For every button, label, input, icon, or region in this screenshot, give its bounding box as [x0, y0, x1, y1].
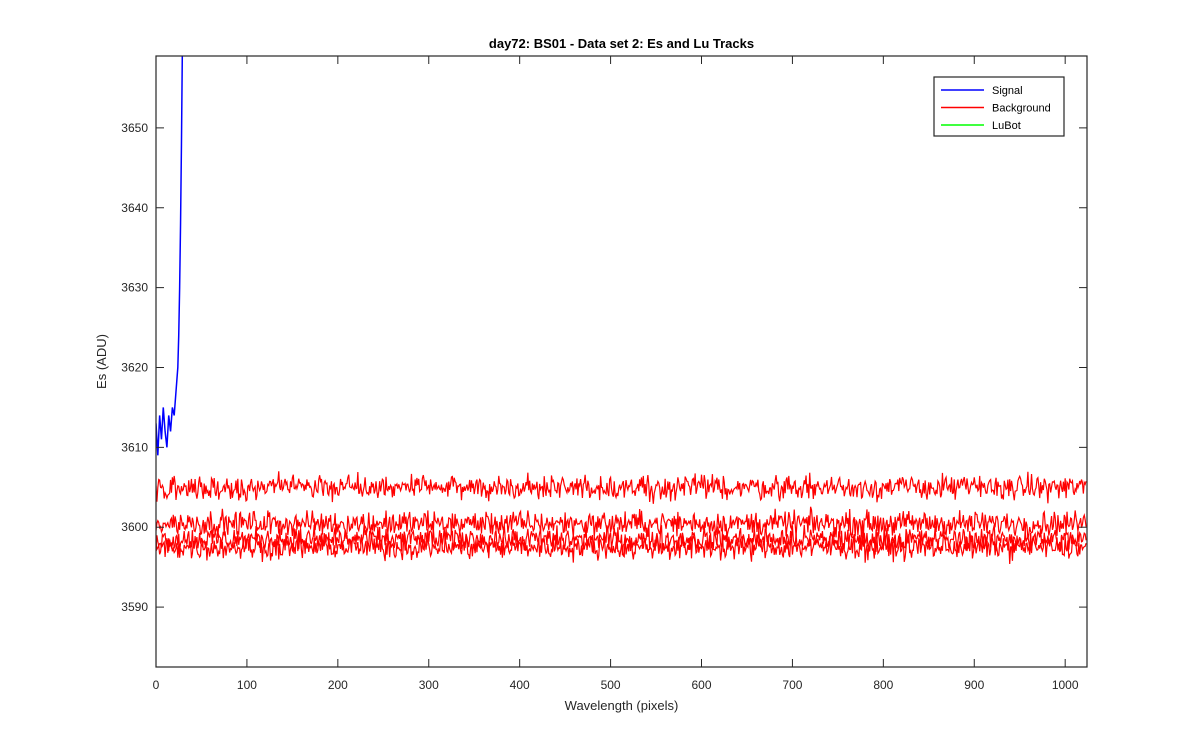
series-line-signal: [156, 56, 184, 456]
y-tick-label: 3590: [121, 600, 148, 614]
y-tick-label: 3610: [121, 440, 148, 454]
plot-area: [156, 56, 1087, 667]
y-tick-label: 3600: [121, 520, 148, 534]
x-tick-label: 800: [873, 678, 893, 692]
x-tick-label: 100: [237, 678, 257, 692]
x-tick-label: 700: [782, 678, 802, 692]
y-axis: 3590 3600 3610 3620 3630 3640 3650: [121, 121, 1087, 614]
x-tick-label: 1000: [1052, 678, 1079, 692]
legend-label-background: Background: [992, 103, 1051, 115]
x-tick-label: 400: [510, 678, 530, 692]
x-tick-label: 600: [691, 678, 711, 692]
series-line-background: [156, 506, 1087, 539]
x-tick-label: 500: [601, 678, 621, 692]
y-tick-label: 3620: [121, 360, 148, 374]
x-tick-label: 900: [964, 678, 984, 692]
chart-title: day72: BS01 - Data set 2: Es and Lu Trac…: [489, 36, 754, 51]
x-tick-label: 0: [153, 678, 160, 692]
series-layer: [156, 56, 1087, 565]
plot-frame: [155, 55, 1088, 668]
series-line-background: [156, 531, 1087, 565]
series-line-background: [156, 471, 1087, 504]
x-tick-label: 300: [419, 678, 439, 692]
legend: Signal Background LuBot: [933, 76, 1065, 137]
y-tick-label: 3640: [121, 201, 148, 215]
x-axis: 0 100 200 300 400 500 600 700 800 900 1000: [153, 56, 1079, 692]
y-tick-label: 3650: [121, 121, 148, 135]
legend-label-signal: Signal: [992, 85, 1023, 97]
x-axis-label: Wavelength (pixels): [565, 698, 679, 713]
legend-label-lubot: LuBot: [992, 120, 1021, 132]
x-tick-label: 200: [328, 678, 348, 692]
series-line-background: [156, 523, 1087, 556]
y-axis-label: Es (ADU): [94, 334, 109, 389]
y-tick-label: 3630: [121, 281, 148, 295]
legend-box: [933, 76, 1065, 137]
